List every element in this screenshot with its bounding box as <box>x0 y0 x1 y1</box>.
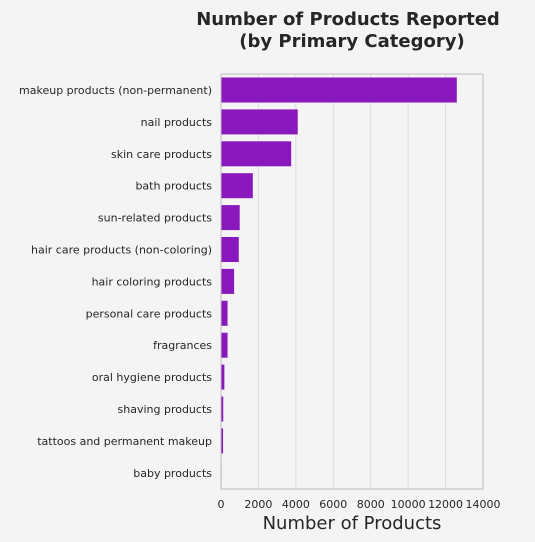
bar <box>221 141 292 167</box>
category-label: skin care products <box>111 148 212 161</box>
x-tick-label: 6000 <box>319 498 347 511</box>
category-label: hair coloring products <box>92 275 213 288</box>
x-tick-label: 0 <box>218 498 225 511</box>
category-label: baby products <box>133 467 212 480</box>
category-label: shaving products <box>118 403 213 416</box>
category-label: bath products <box>135 180 212 193</box>
x-tick-label: 10000 <box>391 498 426 511</box>
bar <box>221 173 253 199</box>
chart-title-line-1: Number of Products Reported <box>196 9 500 30</box>
category-label: hair care products (non-coloring) <box>31 244 212 257</box>
bar <box>221 268 235 294</box>
category-label: fragrances <box>153 339 212 352</box>
bar <box>221 332 228 358</box>
bar <box>221 300 228 326</box>
plot-frame <box>220 73 484 490</box>
chart-title-line-2: (by Primary Category) <box>239 31 464 52</box>
bar <box>221 396 224 422</box>
category-label: tattoos and permanent makeup <box>37 435 212 448</box>
bar <box>221 77 457 103</box>
bar <box>221 364 225 390</box>
bar <box>221 428 224 454</box>
x-axis-label: Number of Products <box>263 513 442 534</box>
category-label: sun-related products <box>98 212 212 225</box>
gridlines <box>220 74 484 489</box>
bar <box>221 237 239 262</box>
x-tick-label: 8000 <box>357 498 385 511</box>
category-label: oral hygiene products <box>92 371 212 384</box>
category-label: nail products <box>141 116 213 129</box>
bar <box>221 109 298 135</box>
x-tick-labels: 0 2000 4000 6000 8000 10000 12000 14000 <box>218 498 501 511</box>
x-tick-label: 4000 <box>282 498 310 511</box>
x-tick-label: 2000 <box>244 498 272 511</box>
category-labels: makeup products (non-permanent) nail prod… <box>19 84 212 480</box>
x-tick-label: 12000 <box>428 498 463 511</box>
category-label: makeup products (non-permanent) <box>19 84 212 97</box>
category-label: personal care products <box>86 307 213 320</box>
bar <box>221 205 240 231</box>
x-tick-label: 14000 <box>466 498 501 511</box>
bars <box>221 77 457 486</box>
